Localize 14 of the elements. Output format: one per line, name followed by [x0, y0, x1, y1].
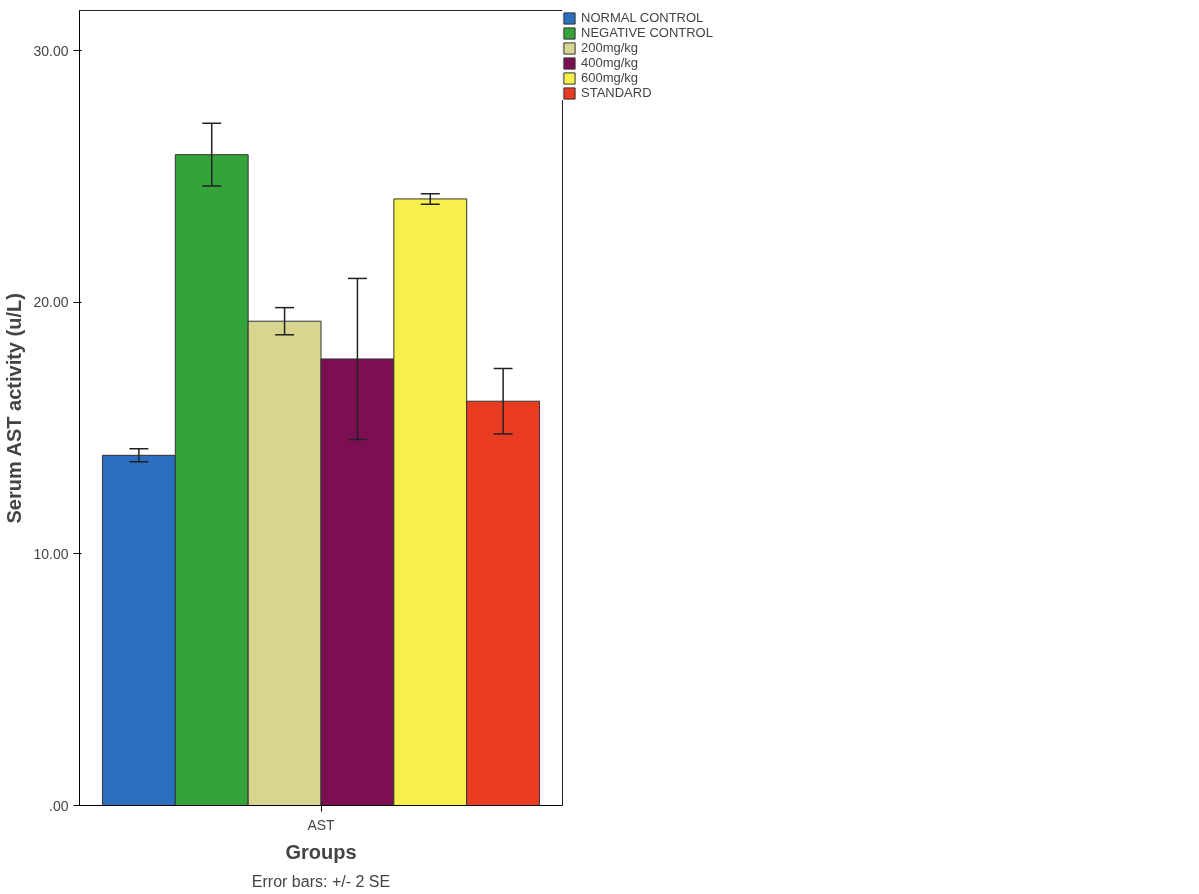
y-axis-title: Serum AST activity (u/L): [3, 293, 26, 524]
legend-label: STANDARD: [581, 85, 652, 100]
legend-label: 600mg/kg: [581, 70, 639, 85]
legend-label: 200mg/kg: [581, 40, 639, 55]
x-tick-label: AST: [307, 816, 336, 833]
legend-label: NEGATIVE CONTROL: [581, 25, 713, 40]
y-tick-label: 20.00: [33, 294, 69, 311]
legend-label: 400mg/kg: [581, 55, 639, 70]
text: Error bars: +/- 2 SE: [251, 872, 391, 890]
y-tick-label: 10.00: [33, 545, 69, 562]
legend-label: NORMAL CONTROL: [581, 10, 704, 25]
y-tick-label: .00: [49, 797, 69, 814]
y-tick-label: 30.00: [33, 42, 69, 59]
x-axis-title: Groups: [285, 840, 357, 863]
